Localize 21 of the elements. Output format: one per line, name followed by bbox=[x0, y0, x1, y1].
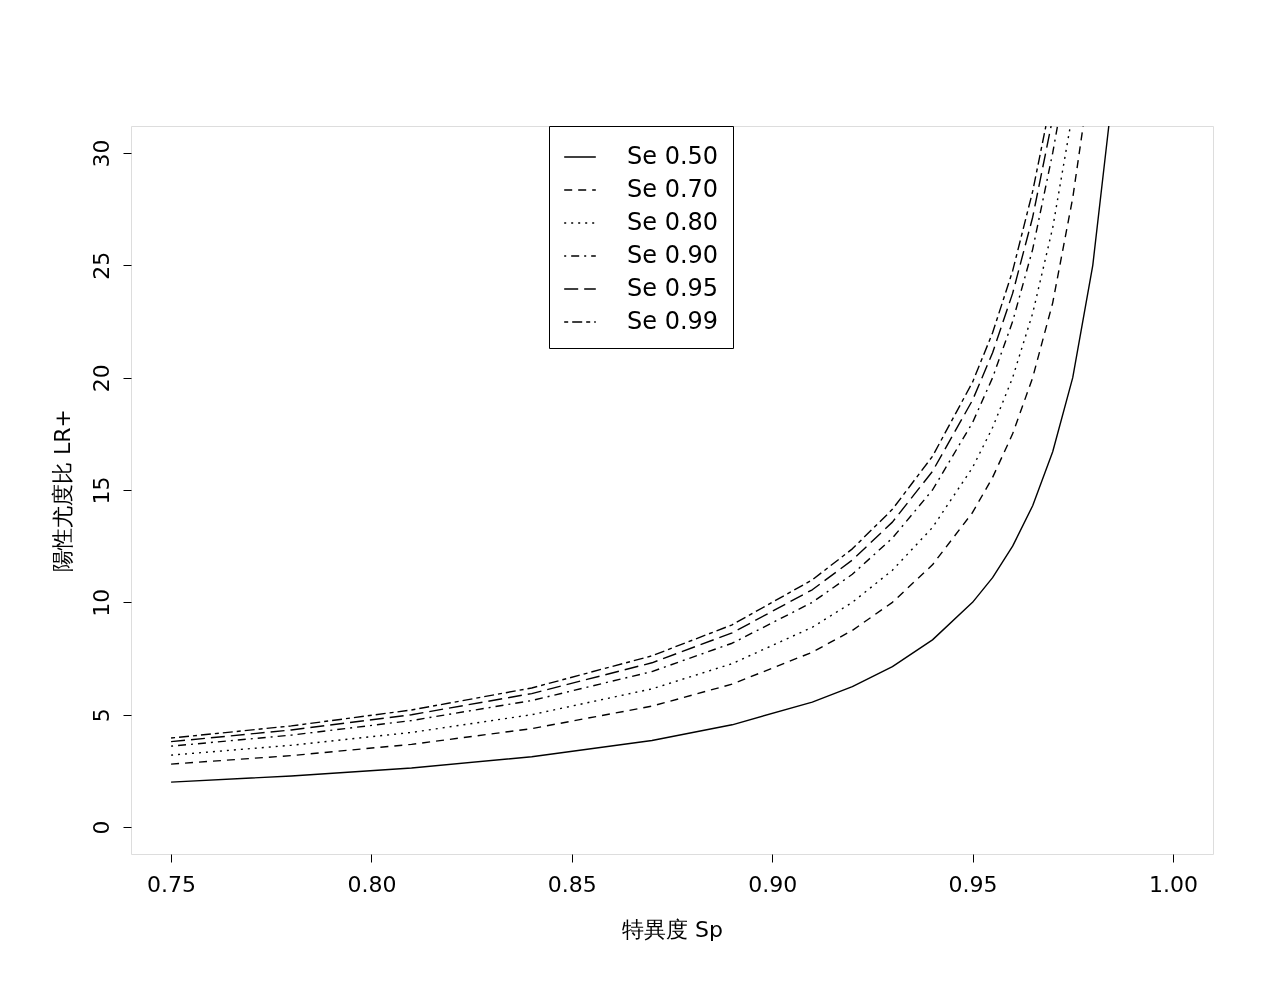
legend-label: Se 0.95 bbox=[627, 274, 719, 302]
y-tick-label: 25 bbox=[88, 251, 114, 280]
x-axis-title: 特異度 Sp bbox=[622, 916, 723, 942]
x-tick-label: 0.85 bbox=[547, 871, 597, 897]
y-tick-label: 15 bbox=[88, 476, 114, 505]
x-tick-label: 0.80 bbox=[347, 871, 397, 897]
x-tick-label: 1.00 bbox=[1148, 871, 1198, 897]
legend-label: Se 0.50 bbox=[627, 142, 719, 170]
x-tick-label: 0.90 bbox=[748, 871, 798, 897]
y-tick-label: 10 bbox=[88, 588, 114, 617]
x-tick-label: 0.95 bbox=[948, 871, 998, 897]
y-tick-label: 5 bbox=[88, 708, 114, 723]
y-tick-label: 30 bbox=[88, 139, 114, 168]
y-tick-label: 20 bbox=[88, 364, 114, 393]
x-tick-label: 0.75 bbox=[147, 871, 197, 897]
legend-label: Se 0.80 bbox=[627, 208, 719, 236]
y-axis-title: 陽性尤度比 LR+ bbox=[49, 409, 75, 572]
y-tick-label: 0 bbox=[88, 820, 114, 835]
legend-label: Se 0.70 bbox=[627, 175, 719, 203]
legend-label: Se 0.99 bbox=[627, 307, 719, 335]
legend-label: Se 0.90 bbox=[627, 241, 719, 269]
